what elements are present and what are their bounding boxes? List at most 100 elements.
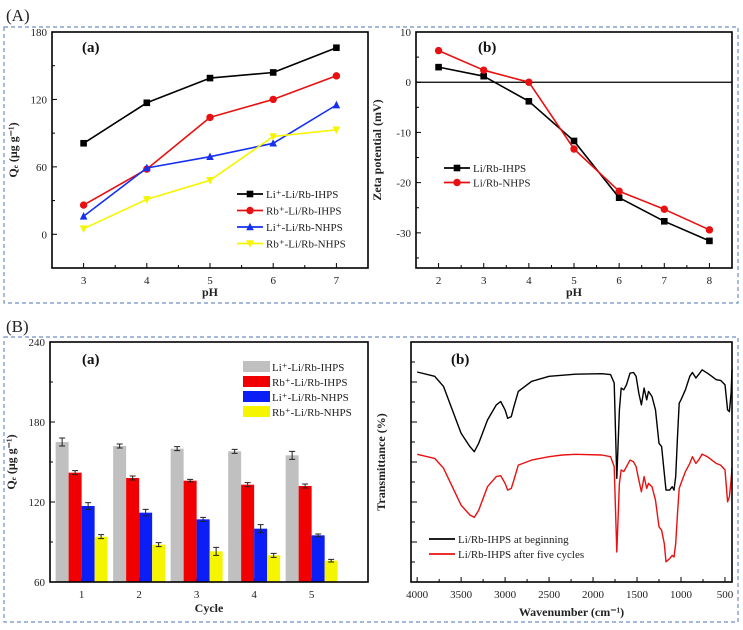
y-tick-label: 0: [406, 77, 412, 89]
bar: [298, 486, 312, 582]
x-tick-label: 2500: [538, 589, 561, 601]
marker-square: [453, 164, 461, 172]
legend-label: Li/Rb-NHPS: [473, 178, 530, 190]
marker-square: [706, 237, 713, 245]
x-tick-label: 4: [251, 589, 257, 601]
marker-triangle-up: [206, 152, 214, 161]
x-tick-label: 1: [79, 589, 85, 601]
y-tick-label: -30: [396, 228, 411, 240]
x-tick-label: 1500: [626, 589, 649, 601]
section-a-frame: [3, 26, 739, 304]
legend-label: Li⁺-Li/Rb-IHPS: [266, 189, 338, 201]
bar: [267, 555, 281, 582]
marker-circle: [79, 201, 88, 209]
error-bar: [200, 516, 207, 522]
legend-swatch: [243, 406, 270, 417]
error-bar: [129, 475, 136, 481]
marker-square: [615, 194, 623, 202]
marker-triangle-down: [332, 126, 341, 135]
marker-triangle-up: [143, 163, 151, 172]
x-tick-label: 5: [207, 275, 213, 287]
marker-square: [269, 69, 277, 76]
x-tick-label: 7: [662, 275, 668, 287]
bar: [254, 528, 268, 582]
x-tick-label: 4: [144, 275, 150, 287]
legend-label: Li/Rb-IHPS at beginning: [458, 534, 569, 546]
series-line: [83, 75, 337, 206]
x-tick-label: 5: [309, 589, 315, 601]
bar: [113, 446, 127, 582]
y-tick-label: 180: [29, 417, 46, 429]
y-tick-label: 60: [36, 162, 48, 174]
marker-square: [333, 44, 340, 52]
x-tick-label: 6: [270, 275, 276, 287]
chart-ph-adsorption: 0 60 120 180 3 4 5 6 7 (a) pH Qₑ (μg g⁻¹) Li⁺-Li/Rb-…: [6, 27, 369, 299]
error-bar: [328, 558, 335, 563]
marker-square: [435, 63, 442, 71]
error-bar: [213, 546, 220, 556]
error-bar: [257, 524, 264, 534]
y-axis-label: Zeta potential (mV): [370, 99, 384, 200]
marker-triangle-down: [206, 177, 214, 185]
error-bar: [302, 483, 309, 489]
plot-frame: [410, 341, 733, 583]
plot-frame: [49, 341, 369, 583]
bar: [324, 560, 338, 582]
marker-square: [206, 74, 214, 82]
x-tick-label: 3000: [494, 589, 517, 601]
error-bar: [85, 502, 92, 510]
error-bar: [174, 446, 181, 452]
series-line: [83, 46, 337, 144]
bar: [311, 535, 325, 582]
series-line: [417, 453, 733, 563]
series-line: [438, 66, 710, 242]
bar: [196, 519, 210, 582]
marker-triangle-up: [79, 212, 88, 220]
legend-label: Rb⁺-Li/Rb-IHPS: [266, 206, 341, 218]
marker-circle: [480, 66, 488, 74]
legend-label: Li⁺-Li/Rb-IHPS: [272, 362, 344, 374]
error-bar: [270, 552, 277, 558]
y-tick-label: 10: [400, 27, 412, 39]
error-bar: [155, 542, 162, 548]
marker-circle: [615, 187, 623, 195]
legend-swatch: [243, 361, 270, 372]
series-line: [417, 369, 733, 491]
bar: [126, 478, 140, 582]
marker-square: [660, 218, 668, 225]
x-axis-label: Cycle: [195, 601, 224, 615]
bar: [81, 506, 95, 582]
marker-circle: [434, 46, 443, 55]
legend-label: Rb⁺-Li/Rb-NHPS: [266, 239, 346, 251]
marker-circle: [525, 78, 533, 86]
marker-triangle-down: [269, 133, 277, 141]
legend-label: Li⁺-Li/Rb-NHPS: [266, 222, 343, 234]
legend-label: Rb⁺-Li/Rb-NHPS: [272, 407, 352, 419]
legend-label: Li/Rb-IHPS after five cycles: [458, 549, 584, 561]
marker-square: [80, 139, 87, 147]
error-bar: [98, 534, 105, 540]
y-tick-label: 60: [34, 577, 46, 589]
bar: [152, 544, 166, 582]
bar: [228, 451, 242, 582]
bar: [68, 472, 82, 582]
marker-triangle-up: [332, 100, 341, 109]
x-tick-label: 6: [616, 275, 622, 287]
panel-label: (a): [82, 352, 100, 368]
error-bar: [59, 437, 66, 447]
section-b-frame: [3, 336, 739, 623]
y-tick-label: 240: [29, 337, 46, 349]
y-tick-label: 180: [31, 27, 48, 39]
bar: [209, 551, 223, 582]
error-bar: [72, 470, 79, 476]
marker-circle: [570, 145, 578, 153]
y-axis-label: Transmittance (%): [374, 413, 388, 510]
x-tick-label: 2: [136, 589, 142, 601]
x-tick-label: 1000: [670, 589, 693, 601]
legend-label: Rb⁺-Li/Rb-IHPS: [272, 377, 347, 389]
x-tick-label: 3500: [450, 589, 473, 601]
panel-label: (a): [82, 40, 100, 56]
marker-circle: [269, 95, 277, 104]
x-tick-label: 2000: [582, 589, 605, 601]
